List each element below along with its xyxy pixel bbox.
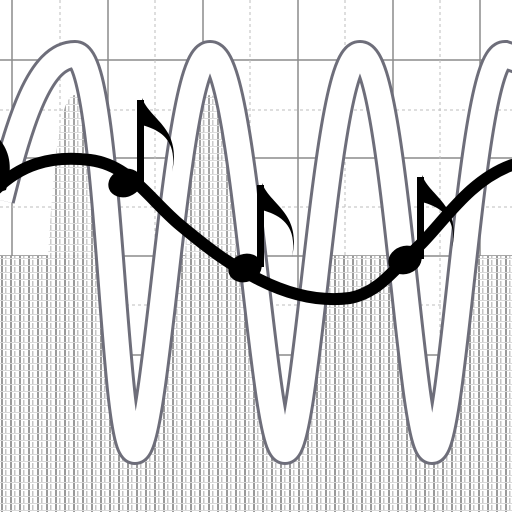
sine-wave (0, 39, 512, 466)
music-notes (0, 98, 454, 283)
shaded-area (0, 256, 512, 512)
